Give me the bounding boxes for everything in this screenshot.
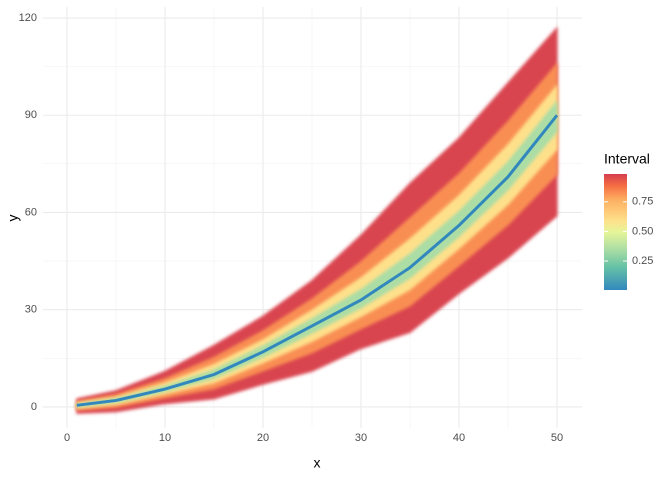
y-tick-label: 120 (19, 12, 37, 24)
median-line (76, 114, 559, 407)
x-tick-label: 30 (355, 432, 367, 444)
x-tick-label: 40 (453, 432, 465, 444)
legend-colorbar (604, 174, 627, 290)
y-tick-label: 60 (25, 206, 37, 218)
x-tick-label: 0 (64, 432, 70, 444)
y-tick-label: 90 (25, 109, 37, 121)
y-tick-label: 30 (25, 304, 37, 316)
legend-tick-label: 0.75 (632, 196, 653, 208)
legend-tick-label: 0.50 (632, 225, 653, 237)
legend-tick-label: 0.25 (632, 255, 653, 267)
x-tick-label: 20 (257, 432, 269, 444)
legend: 0.25 0.50 0.75 (604, 196, 653, 267)
y-tick-label: 0 (31, 401, 37, 413)
x-axis-title: x (314, 455, 321, 471)
x-tick-label: 50 (551, 432, 563, 444)
interval-band (76, 99, 558, 408)
plot-area (76, 26, 559, 414)
interval-band (76, 84, 558, 409)
x-tick-label: 10 (159, 432, 171, 444)
y-axis-title: y (5, 215, 21, 222)
legend-title: Interval (604, 151, 650, 167)
